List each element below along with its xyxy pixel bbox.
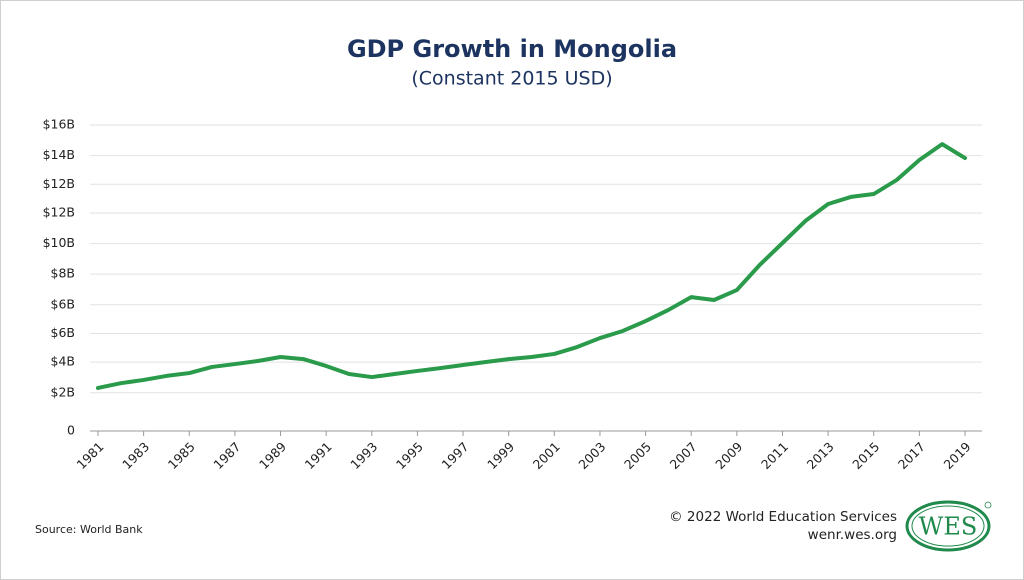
y-tick-label: $14B bbox=[43, 147, 75, 162]
y-tick-label: $6B bbox=[51, 325, 75, 340]
logo-ring-inner bbox=[911, 505, 985, 547]
website: wenr.wes.org bbox=[808, 527, 897, 543]
logo-ring bbox=[905, 500, 991, 552]
copyright: © 2022 World Education Services bbox=[669, 509, 897, 525]
y-tick-label: $2B bbox=[51, 384, 75, 399]
y-tick-label: 0 bbox=[67, 423, 75, 438]
source: Source: World Bank bbox=[35, 523, 143, 536]
y-tick-label: $12B bbox=[43, 204, 75, 219]
logo: WES bbox=[919, 513, 978, 541]
y-tick-label: $12B bbox=[43, 176, 75, 191]
line bbox=[96, 142, 967, 390]
chart-title: GDP Growth in Mongolia bbox=[347, 35, 677, 63]
registered-mark bbox=[984, 501, 992, 509]
y-tick-label: $4B bbox=[51, 354, 75, 369]
y-tick-label: $16B bbox=[43, 117, 75, 132]
y-tick-label: $8B bbox=[51, 266, 75, 281]
y-tick-label: $6B bbox=[51, 296, 75, 311]
chart-subtitle: (Constant 2015 USD) bbox=[411, 68, 612, 90]
y-tick-label: $10B bbox=[43, 235, 75, 250]
